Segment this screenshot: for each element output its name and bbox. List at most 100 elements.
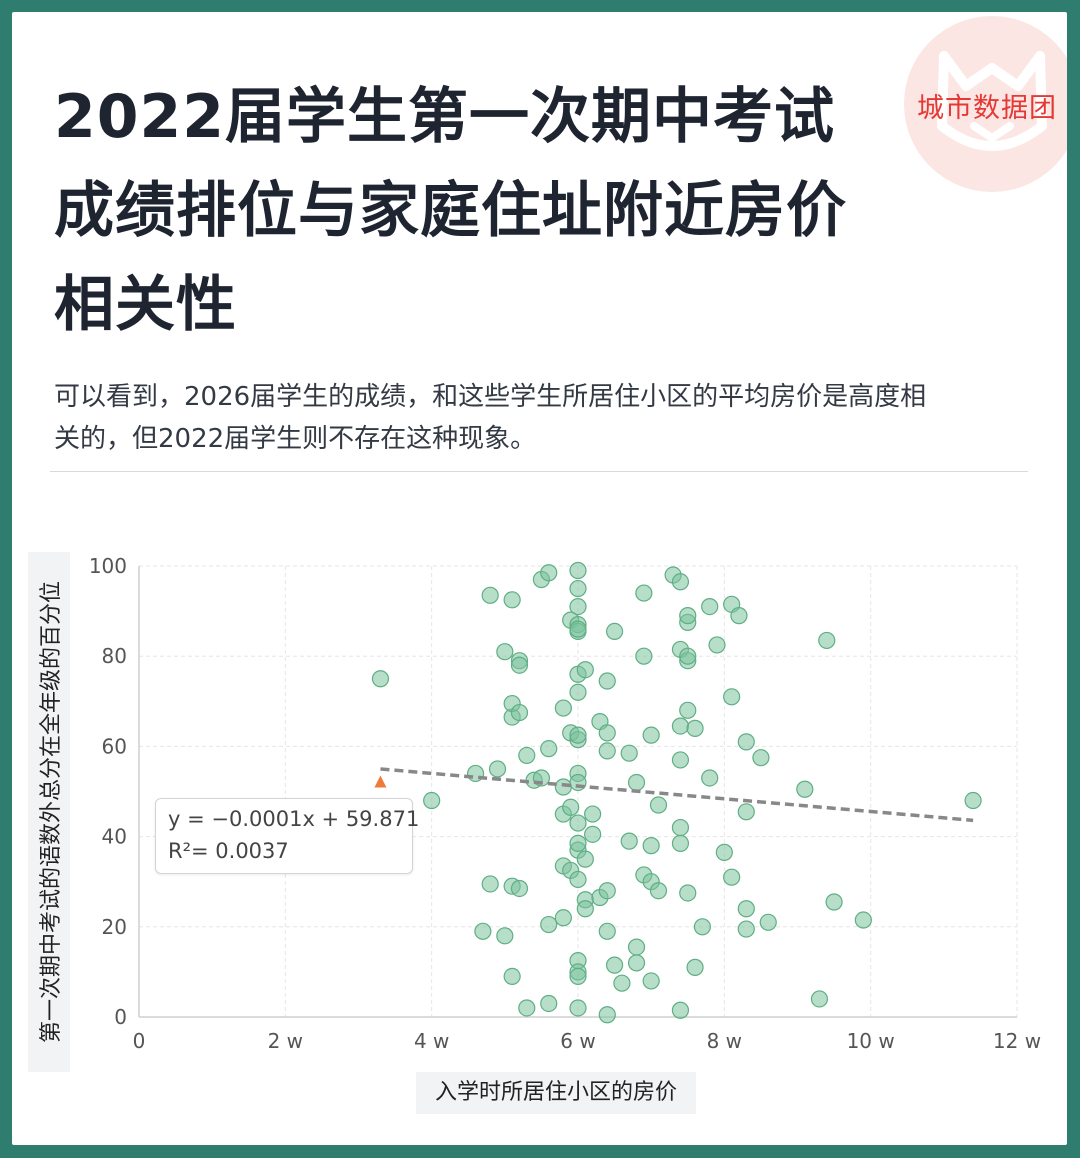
data-point	[569, 579, 587, 598]
data-point	[671, 717, 690, 735]
data-point	[503, 967, 521, 986]
data-point	[620, 832, 638, 850]
y-axis-label-box	[28, 552, 70, 1072]
data-point	[569, 620, 587, 638]
data-point	[496, 927, 514, 945]
data-point	[620, 744, 638, 762]
data-point	[598, 742, 616, 760]
subtitle: 可以看到，2026届学生的成绩，和这些学生所居住小区的平均房价是高度相 关的，但…	[54, 376, 1039, 460]
data-point	[752, 749, 770, 767]
data-point	[679, 647, 697, 665]
x-axis-label: 入学时所居住小区的房价	[416, 1072, 696, 1114]
data-point	[854, 911, 872, 929]
data-point	[671, 818, 690, 837]
data-point	[598, 724, 616, 742]
data-point	[569, 683, 587, 701]
data-point	[510, 879, 529, 898]
data-point	[635, 584, 653, 602]
data-point	[708, 636, 726, 654]
data-point	[723, 688, 741, 706]
data-point	[737, 733, 755, 751]
brand-badge	[904, 16, 1067, 192]
data-point	[540, 915, 558, 934]
y-tick-label: 100	[89, 554, 127, 578]
data-point	[518, 999, 536, 1017]
data-point	[474, 922, 492, 940]
data-point	[576, 850, 594, 868]
data-point	[569, 726, 587, 744]
data-point	[540, 740, 558, 758]
data-point	[635, 647, 653, 665]
data-point	[759, 913, 777, 931]
data-point	[518, 746, 536, 765]
data-point	[679, 701, 697, 719]
data-point	[642, 726, 660, 744]
data-point	[576, 661, 594, 679]
data-point	[481, 586, 499, 604]
x-tick-label: 0	[133, 1029, 146, 1053]
x-tick-label: 8 w	[707, 1029, 742, 1053]
data-point	[598, 672, 616, 690]
data-point	[584, 825, 602, 843]
scatter-chart: 0 20 40 60 80 100 0 2 w 4 w 6 w 8 w 10 w 12 w	[89, 554, 1041, 1053]
y-tick-label: 0	[114, 1005, 127, 1029]
data-point	[423, 791, 441, 810]
data-point	[723, 868, 741, 886]
data-point	[671, 834, 690, 852]
data-point	[701, 769, 719, 787]
data-point	[671, 1001, 690, 1019]
data-point	[598, 922, 616, 940]
subtitle-line: 可以看到，2026届学生的成绩，和这些学生所居住小区的平均房价是高度相	[54, 382, 927, 412]
data-point	[496, 643, 514, 661]
y-tick-label: 60	[102, 734, 127, 758]
data-point	[569, 561, 587, 580]
data-point	[488, 760, 507, 778]
data-point	[576, 900, 594, 918]
data-point	[569, 814, 587, 832]
data-point	[715, 843, 733, 861]
x-tick-label: 2 w	[268, 1029, 303, 1053]
title-line: 相关性	[54, 270, 237, 340]
data-point	[481, 875, 499, 893]
brand-name: 城市数据团	[917, 93, 1057, 124]
data-point	[598, 1006, 616, 1024]
divider	[50, 471, 1028, 472]
title-line: 2022届学生第一次期中考试	[54, 82, 835, 152]
trendline-marker	[374, 775, 387, 788]
data-point	[642, 837, 660, 855]
data-point	[686, 958, 704, 976]
data-point	[818, 631, 836, 650]
data-point	[693, 918, 711, 936]
data-point	[671, 573, 690, 591]
data-point	[627, 773, 646, 792]
x-tick-label: 10 w	[847, 1029, 895, 1053]
data-point	[686, 719, 704, 737]
trendline	[380, 767, 974, 823]
page-title: 2022届学生第一次期中考试 成绩排位与家庭住址附近房价 相关性	[54, 70, 934, 352]
data-point	[627, 954, 646, 972]
data-point	[569, 967, 587, 986]
data-point	[554, 909, 572, 927]
title-line: 成绩排位与家庭住址附近房价	[54, 176, 847, 246]
poster-card: 城市数据团 2022届学生第一次期中考试 成绩排位与家庭住址附近房价 相关性 可…	[12, 12, 1067, 1145]
data-point	[605, 622, 624, 640]
subtitle-line: 关的，但2022届学生则不存在这种现象。	[54, 424, 537, 454]
data-point	[584, 805, 602, 823]
x-tick-label: 4 w	[414, 1029, 449, 1053]
data-point	[554, 699, 572, 717]
data-point	[701, 597, 719, 616]
data-point	[649, 882, 668, 900]
data-point	[569, 870, 587, 889]
data-point	[569, 999, 587, 1017]
data-point	[569, 834, 587, 852]
x-tick-label: 6 w	[560, 1029, 595, 1053]
y-tick-label: 20	[102, 915, 127, 939]
trendline-equation-box: y = −0.0001x + 59.871 R²= 0.0037	[155, 798, 419, 874]
data-point	[540, 564, 558, 582]
data-point	[737, 803, 755, 821]
data-point	[540, 994, 558, 1013]
data-point	[964, 791, 982, 810]
data-point	[503, 591, 521, 609]
data-point	[510, 703, 529, 722]
data-point	[730, 607, 748, 625]
